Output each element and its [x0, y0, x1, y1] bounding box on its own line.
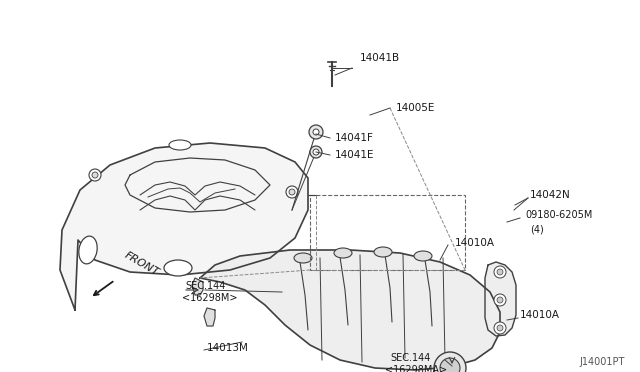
Text: 14041B: 14041B: [360, 53, 400, 63]
Ellipse shape: [334, 248, 352, 258]
Ellipse shape: [374, 247, 392, 257]
Circle shape: [497, 325, 503, 331]
Circle shape: [494, 322, 506, 334]
Text: 14010A: 14010A: [520, 310, 560, 320]
Circle shape: [434, 352, 466, 372]
Bar: [310, 195, 465, 270]
Polygon shape: [60, 143, 308, 310]
Text: 14041E: 14041E: [335, 150, 374, 160]
Circle shape: [440, 358, 460, 372]
Circle shape: [494, 294, 506, 306]
Circle shape: [310, 146, 322, 158]
Circle shape: [313, 129, 319, 135]
Text: SEC.144: SEC.144: [185, 281, 225, 291]
Circle shape: [89, 169, 101, 181]
Circle shape: [497, 269, 503, 275]
Polygon shape: [200, 250, 500, 370]
Text: (4): (4): [530, 225, 544, 235]
Circle shape: [92, 172, 98, 178]
Polygon shape: [204, 308, 215, 326]
Text: 14041F: 14041F: [335, 133, 374, 143]
Text: <16298M>: <16298M>: [182, 293, 237, 303]
Circle shape: [309, 125, 323, 139]
Ellipse shape: [414, 251, 432, 261]
Text: 14005E: 14005E: [396, 103, 435, 113]
Polygon shape: [192, 278, 203, 295]
Text: 09180-6205M: 09180-6205M: [525, 210, 593, 220]
Text: FRONT: FRONT: [123, 250, 161, 278]
Text: J14001PT: J14001PT: [580, 357, 625, 367]
Circle shape: [497, 297, 503, 303]
Text: <16298MA>: <16298MA>: [385, 365, 447, 372]
Ellipse shape: [169, 140, 191, 150]
Circle shape: [286, 186, 298, 198]
Text: 14010A: 14010A: [455, 238, 495, 248]
Ellipse shape: [79, 236, 97, 264]
Text: 14042N: 14042N: [530, 190, 571, 200]
Circle shape: [289, 189, 295, 195]
Ellipse shape: [164, 260, 192, 276]
Text: 14013M: 14013M: [207, 343, 249, 353]
Text: SEC.144: SEC.144: [390, 353, 430, 363]
Circle shape: [494, 266, 506, 278]
Circle shape: [313, 149, 319, 155]
Polygon shape: [485, 262, 516, 336]
Ellipse shape: [294, 253, 312, 263]
